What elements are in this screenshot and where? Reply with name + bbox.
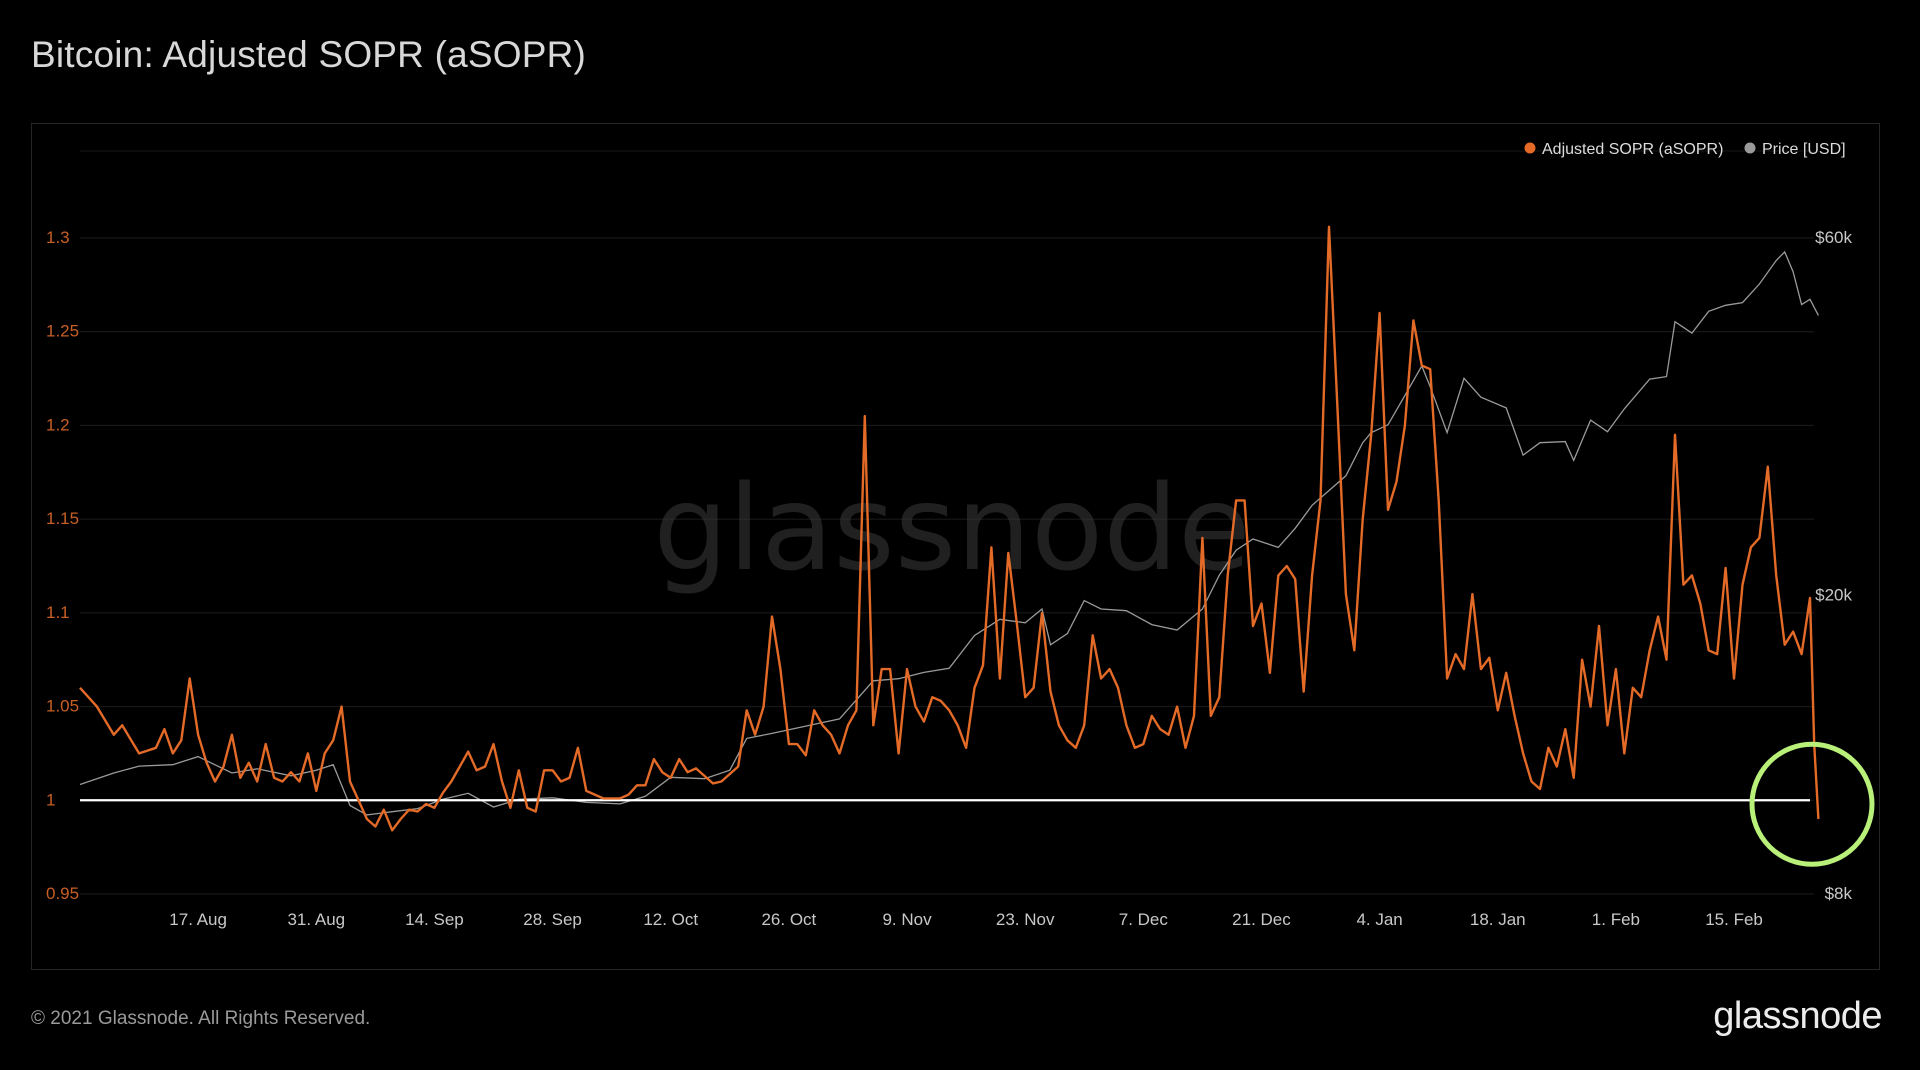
left-axis-ticks: 0.95 1 1.05 1.1 1.15 1.2 1.25 1.3 [46, 228, 79, 903]
x-tick-label: 15. Feb [1705, 910, 1763, 929]
highlight-circle [1749, 741, 1875, 867]
left-tick-label: 1.1 [46, 603, 70, 622]
right-tick-label: $60k [1815, 228, 1852, 247]
left-tick-label: 1.15 [46, 509, 79, 528]
right-axis-ticks: $8k $20k $60k [1815, 228, 1852, 903]
left-tick-label: 1.25 [46, 322, 79, 341]
chart-panel: glassnode 0.95 1 1.05 1.1 1.15 1.2 1.25 1.3 $8k… [31, 123, 1880, 970]
x-tick-label: 14. Sep [405, 910, 464, 929]
x-tick-label: 18. Jan [1470, 910, 1526, 929]
x-tick-label: 31. Aug [287, 910, 345, 929]
x-tick-label: 4. Jan [1356, 910, 1402, 929]
glassnode-logo[interactable]: glassnode [1713, 995, 1882, 1037]
x-tick-label: 9. Nov [882, 910, 932, 929]
x-axis-ticks: 17. Aug 31. Aug 14. Sep 28. Sep 12. Oct 26. O… [169, 910, 1763, 929]
legend[interactable]: Adjusted SOPR (aSOPR) Price [USD] [1524, 141, 1846, 158]
x-tick-label: 23. Nov [996, 910, 1055, 929]
right-tick-label: $8k [1825, 884, 1853, 903]
watermark: glassnode [653, 459, 1250, 597]
asopr-line [79, 225, 1820, 832]
price-line [79, 250, 1819, 816]
left-tick-label: 1.2 [46, 415, 70, 434]
x-tick-label: 28. Sep [523, 910, 582, 929]
x-tick-label: 21. Dec [1232, 910, 1291, 929]
page-title: Bitcoin: Adjusted SOPR (aSOPR) [31, 34, 587, 75]
legend-asopr-dot [1524, 142, 1536, 154]
legend-price-label: Price [USD] [1762, 141, 1846, 158]
asopr-series [79, 225, 1820, 832]
left-tick-label: 1.3 [46, 228, 70, 247]
legend-price-dot [1744, 142, 1756, 154]
x-tick-label: 12. Oct [643, 910, 698, 929]
x-tick-label: 26. Oct [761, 910, 816, 929]
legend-asopr-label: Adjusted SOPR (aSOPR) [1542, 141, 1723, 158]
copyright-text: © 2021 Glassnode. All Rights Reserved. [31, 1008, 371, 1029]
price-series [79, 250, 1819, 816]
left-tick-label: 1 [46, 790, 55, 809]
x-tick-label: 1. Feb [1592, 910, 1640, 929]
x-tick-label: 7. Dec [1119, 910, 1169, 929]
right-tick-label: $20k [1815, 586, 1852, 605]
left-tick-label: 0.95 [46, 884, 79, 903]
x-tick-label: 17. Aug [169, 910, 227, 929]
left-tick-label: 1.05 [46, 697, 79, 716]
asopr-chart: glassnode 0.95 1 1.05 1.1 1.15 1.2 1.25 1.3 $8k… [46, 141, 1875, 929]
